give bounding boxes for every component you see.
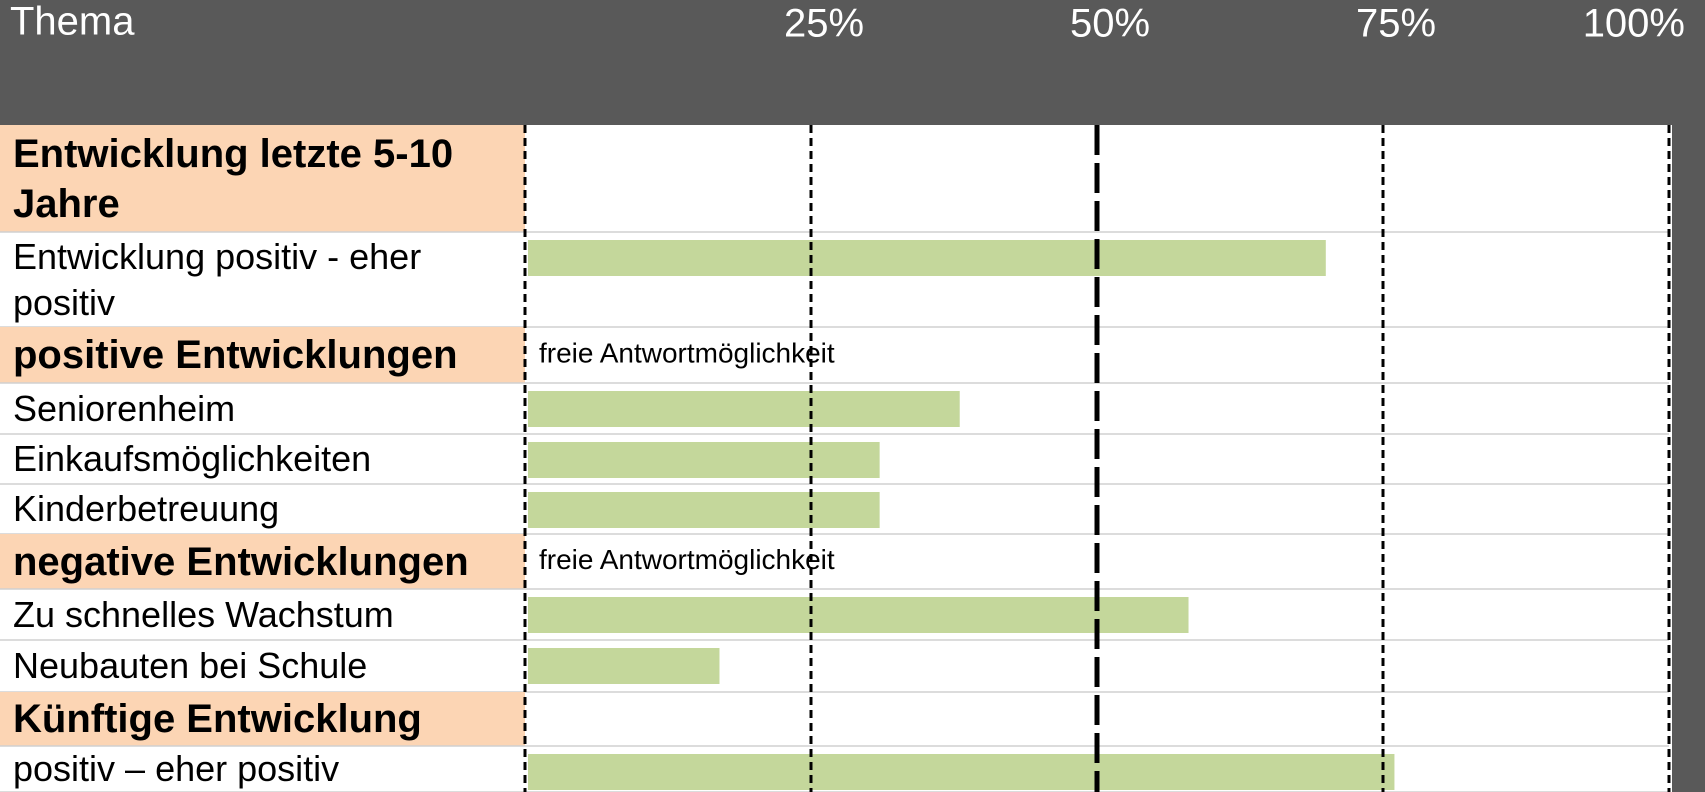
category-label: Einkaufsmöglichkeiten: [13, 438, 372, 479]
bar: [528, 492, 880, 528]
x-tick-label: 50%: [1070, 2, 1150, 46]
section-background: [0, 327, 525, 383]
section-background: [0, 692, 525, 746]
bar: [528, 597, 1189, 633]
category-label-box: Entwicklung letzte 5-10 Jahre: [13, 131, 454, 226]
category-label: Zu schnelles Wachstum: [13, 593, 394, 635]
category-label: negative Entwicklungen: [13, 539, 469, 584]
bar: [528, 240, 1326, 276]
header: [0, 0, 1705, 125]
bar: [528, 442, 880, 478]
category-label: Künftige Entwicklung: [13, 697, 422, 741]
category-label: Seniorenheim: [13, 387, 236, 429]
bar: [528, 754, 1395, 790]
category-label-box: Kinderbetreuung: [13, 488, 280, 529]
category-label: Neubauten bei Schule: [13, 645, 368, 686]
section-background: [0, 125, 525, 232]
category-label-box: Künftige Entwicklung: [13, 697, 422, 741]
category-label: Kinderbetreuung: [13, 488, 280, 529]
category-label-box: negative Entwicklungen: [13, 539, 469, 584]
category-label-box: Neubauten bei Schule: [13, 645, 368, 686]
bar: [528, 648, 720, 684]
category-label-box: Einkaufsmöglichkeiten: [13, 438, 372, 479]
x-tick-label: 25%: [784, 2, 864, 46]
section-background: [0, 534, 525, 589]
column-header: Thema: [10, 0, 135, 44]
x-tick-label: 75%: [1356, 2, 1436, 46]
bar: [528, 391, 960, 427]
category-label: positive Entwicklungen: [13, 333, 458, 377]
category-label: positiv – eher positiv: [13, 748, 340, 789]
category-label-box: Entwicklung positiv - eher positiv: [13, 235, 422, 323]
category-label-box: positiv – eher positiv: [13, 748, 340, 789]
category-label: Entwicklung positiv - eher positiv: [13, 235, 422, 323]
category-label-box: Seniorenheim: [13, 387, 236, 429]
annotation: freie Antwortmöglichkeit: [539, 544, 835, 575]
category-label-box: Zu schnelles Wachstum: [13, 593, 394, 635]
category-label: Entwicklung letzte 5-10 Jahre: [13, 131, 454, 226]
x-tick-label: 100%: [1583, 2, 1685, 46]
category-label-box: positive Entwicklungen: [13, 333, 458, 377]
annotation: freie Antwortmöglichkeit: [539, 337, 835, 368]
